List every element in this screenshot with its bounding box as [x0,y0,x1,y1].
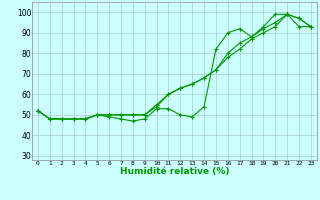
X-axis label: Humidité relative (%): Humidité relative (%) [120,167,229,176]
